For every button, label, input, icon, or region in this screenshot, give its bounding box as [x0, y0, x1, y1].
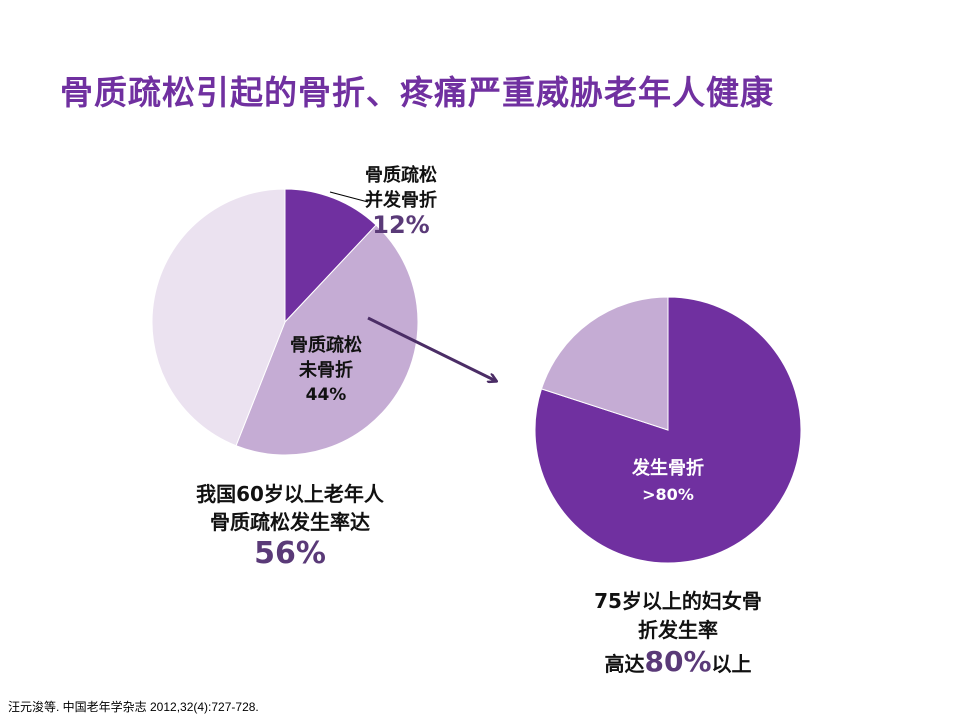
page-title: 骨质疏松引起的骨折、疼痛严重威胁老年人健康	[60, 73, 774, 112]
pie-slice-0	[284, 188, 377, 324]
pie-slice-1	[235, 224, 419, 456]
caption-line: 折发生率	[638, 618, 718, 642]
label-line: 未骨折	[299, 360, 353, 381]
label-line: 发生骨折	[632, 458, 704, 479]
data-label: 12%	[372, 211, 430, 239]
caption-right: 75岁以上的妇女骨 折发生率 高达80%以上	[558, 587, 798, 679]
caption-line: 75岁以上的妇女骨	[594, 589, 762, 613]
label-fracture-80: 发生骨折 >80%	[608, 456, 728, 508]
caption-value: 80%	[644, 645, 712, 678]
label-line: 骨质疏松	[290, 335, 362, 356]
data-label: 44%	[305, 385, 347, 405]
caption-line: 我国60岁以上老年人	[196, 482, 384, 506]
data-label: >80%	[642, 485, 694, 504]
pie-slice-1	[540, 296, 669, 431]
label-line: 骨质疏松	[365, 165, 437, 186]
source-citation: 汪元浚等. 中国老年学杂志 2012,32(4):727-728.	[8, 700, 259, 714]
leader-line	[329, 191, 369, 203]
arrow	[367, 316, 496, 381]
label-line: 并发骨折	[365, 190, 437, 211]
caption-suffix: 以上	[711, 652, 752, 676]
caption-line: 骨质疏松发生率达	[210, 510, 370, 534]
pie-slice-2	[151, 188, 286, 447]
label-no-fracture: 骨质疏松 未骨折 44%	[290, 333, 362, 408]
caption-left: 我国60岁以上老年人 骨质疏松发生率达 56%	[170, 480, 410, 572]
label-fracture: 骨质疏松 并发骨折 12%	[365, 163, 437, 238]
caption-prefix: 高达	[604, 652, 645, 676]
pie-chart-fracture	[534, 296, 802, 564]
caption-value: 56%	[254, 536, 326, 571]
pie-chart-osteoporosis	[151, 188, 419, 456]
